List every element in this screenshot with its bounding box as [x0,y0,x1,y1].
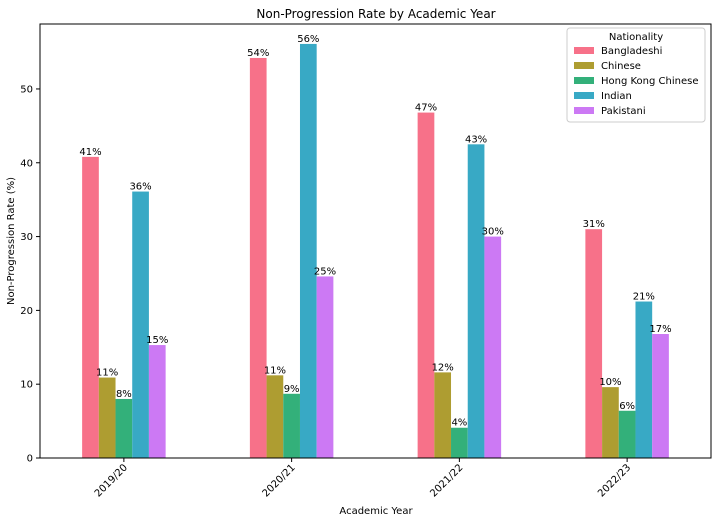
x-axis-label: Academic Year [339,506,413,517]
legend-swatch-chinese [574,62,594,69]
legend-label-bangladeshi: Bangladeshi [601,46,662,57]
data-label-hong-kong-chinese-2019-20: 8% [116,389,132,400]
data-label-bangladeshi-2020-21: 54% [247,48,269,59]
bar-hong-kong-chinese-2019-20 [115,398,133,458]
bars-layer [82,43,669,459]
data-label-indian-2019-20: 36% [129,182,151,193]
legend-label-indian: Indian [601,91,632,102]
data-label-chinese-2021-22: 12% [432,362,454,373]
bar-indian-2021-22 [467,144,485,458]
y-tick-label-50: 50 [20,84,33,95]
legend-swatch-hong-kong-chinese [574,77,594,84]
bar-pakistani-2020-21 [316,276,334,458]
x-tick-label-2021-22: 2021/22 [428,462,465,499]
legend-label-pakistani: Pakistani [601,106,646,117]
chart-title: Non-Progression Rate by Academic Year [256,7,495,21]
data-label-chinese-2022-23: 10% [599,377,621,388]
x-tick-label-2022-23: 2022/23 [596,462,633,499]
data-label-bangladeshi-2022-23: 31% [583,219,605,230]
data-label-indian-2020-21: 56% [297,34,319,45]
y-axis-label: Non-Progression Rate (%) [6,177,17,305]
bar-bangladeshi-2020-21 [249,57,267,458]
x-tick-label-2020-21: 2020/21 [261,462,298,499]
plot-frame [39,23,712,459]
y-tick-label-10: 10 [20,380,33,391]
data-label-hong-kong-chinese-2020-21: 9% [284,384,300,395]
bar-indian-2020-21 [299,43,317,459]
bar-hong-kong-chinese-2022-23 [618,410,636,458]
bar-hong-kong-chinese-2021-22 [451,427,468,458]
data-label-pakistani-2022-23: 17% [649,324,671,335]
y-tick-label-30: 30 [20,232,33,243]
data-label-pakistani-2019-20: 15% [146,335,168,346]
data-label-chinese-2019-20: 11% [96,368,118,379]
data-label-pakistani-2020-21: 25% [314,266,336,277]
data-label-chinese-2020-21: 11% [264,365,286,376]
y-tick-label-40: 40 [20,158,33,169]
legend-swatch-bangladeshi [574,47,594,54]
bar-bangladeshi-2019-20 [82,156,99,459]
bar-hong-kong-chinese-2020-21 [283,393,300,458]
bar-chinese-2020-21 [266,375,284,458]
data-label-pakistani-2021-22: 30% [482,227,504,238]
legend: Nationality Bangladeshi Chinese Hong Kong C… [566,27,706,123]
legend-swatch-pakistani [574,107,594,114]
y-tick-label-20: 20 [20,306,33,317]
x-tick-label-2019-20: 2019/20 [93,462,130,499]
data-label-bangladeshi-2021-22: 47% [415,103,437,114]
data-label-hong-kong-chinese-2021-22: 4% [451,418,467,429]
legend-label-hong-kong-chinese: Hong Kong Chinese [601,76,699,87]
data-label-indian-2021-22: 43% [465,134,487,145]
bar-indian-2022-23 [635,301,653,458]
bar-pakistani-2019-20 [148,345,166,458]
bar-chinese-2022-23 [602,387,619,458]
y-tick-label-0: 0 [27,454,33,465]
legend-box [566,27,706,123]
bar-bangladeshi-2021-22 [417,112,435,458]
legend-swatch-indian [574,92,594,99]
bar-chinese-2019-20 [98,377,116,458]
bar-indian-2019-20 [132,191,149,459]
data-label-hong-kong-chinese-2022-23: 6% [619,401,635,412]
legend-title: Nationality [609,32,663,43]
legend-label-chinese: Chinese [601,61,641,72]
bar-bangladeshi-2022-23 [585,229,603,458]
bar-chinese-2021-22 [434,372,452,458]
data-labels-layer: 41% 11% 8% 36% 15% 54% 11% 9% 56% 25% 47% 12% 4% 43% 3… [79,34,671,429]
data-label-indian-2022-23: 21% [633,292,655,303]
data-label-bangladeshi-2019-20: 41% [79,147,101,158]
bar-pakistani-2021-22 [484,236,502,458]
bar-pakistani-2022-23 [652,334,669,458]
